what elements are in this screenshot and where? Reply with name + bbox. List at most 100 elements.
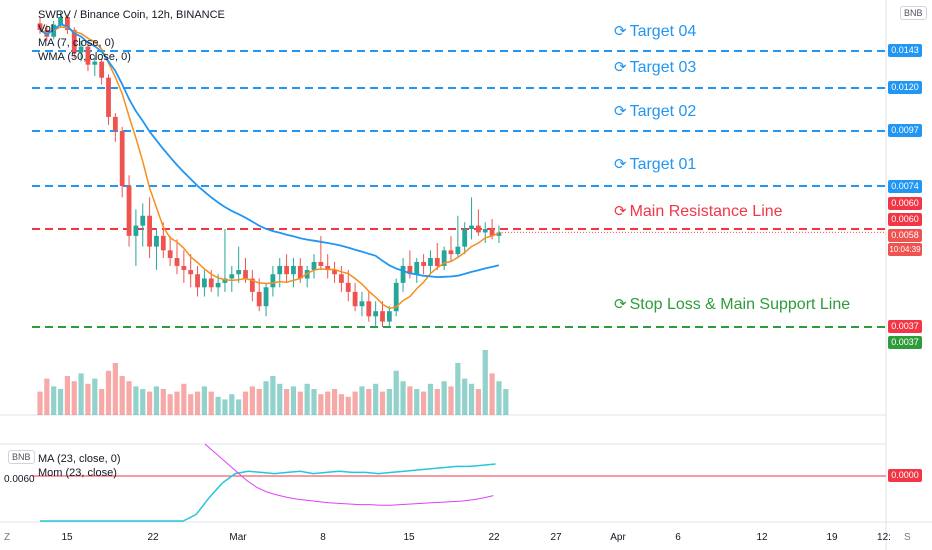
volume-bar — [181, 383, 187, 415]
refresh-icon: ⟳ — [614, 23, 627, 40]
volume-bar — [393, 370, 399, 415]
candle-body — [482, 229, 488, 233]
price-tag-t2: 0.0097 — [888, 124, 922, 137]
volume-bar — [242, 391, 249, 415]
annotation-support-text: Stop Loss & Main Support Line — [629, 296, 851, 313]
annotation-target-03-text: Target 03 — [629, 59, 697, 76]
candle-body — [112, 116, 118, 131]
x-tick-label: 15 — [403, 532, 415, 543]
candle-body — [249, 278, 255, 292]
volume-bar — [71, 381, 77, 415]
annotation-target-04: ⟳ Target 04 — [614, 22, 696, 41]
volume-bar — [140, 389, 146, 415]
candle-body — [441, 250, 447, 266]
volume-bar — [482, 350, 488, 415]
candle-body — [407, 265, 413, 275]
price-tag-t3: 0.0120 — [888, 81, 922, 94]
candle-body — [195, 274, 200, 288]
scale-toggle[interactable]: S — [904, 532, 911, 543]
volume-bar — [229, 394, 235, 415]
candle-body — [37, 23, 43, 30]
annotation-target-03: ⟳ Target 03 — [614, 58, 696, 77]
volume-bar — [448, 386, 454, 415]
volume-bar — [188, 394, 194, 415]
lower-legend-ma: MA (23, close, 0) — [38, 453, 121, 465]
candle-body — [154, 235, 159, 247]
wma50-line — [39, 23, 500, 279]
x-tick-label: Mar — [229, 532, 247, 543]
volume-bar — [331, 389, 338, 415]
lower-legend-mom: Mom (23, close) — [38, 467, 117, 479]
volume-bar — [57, 389, 64, 415]
refresh-icon: ⟳ — [614, 296, 627, 313]
candle-body — [263, 287, 269, 307]
price-tag-s2: 0.0037 — [888, 336, 922, 349]
volume-bar — [284, 389, 290, 415]
annotation-target-04-text: Target 04 — [629, 23, 697, 40]
x-tick-label: 22 — [488, 532, 500, 543]
volume-bar — [208, 391, 214, 415]
candle-body — [167, 250, 173, 259]
volume-bar — [78, 373, 84, 415]
volume-bar — [126, 381, 132, 415]
refresh-icon: ⟳ — [614, 156, 627, 173]
candle-body — [256, 291, 262, 307]
volume-bar — [386, 389, 392, 415]
legend-ma: MA (7, close, 0) — [38, 37, 115, 49]
candle-body — [352, 291, 358, 307]
candle-body — [188, 270, 194, 275]
lower-left-value: 0.0060 — [4, 474, 35, 485]
candle-body — [208, 278, 214, 288]
volume-bar — [304, 383, 310, 415]
volume-bar — [496, 381, 502, 415]
annotation-target-01-text: Target 01 — [629, 156, 697, 173]
annotation-support: ⟳ Stop Loss & Main Support Line — [614, 295, 850, 314]
volume-bar — [462, 378, 468, 415]
volume-bar — [64, 376, 70, 415]
price-tag-s1: 0.0037 — [888, 320, 922, 333]
legend-vol: Vol — [38, 23, 54, 35]
refresh-icon: ⟳ — [614, 103, 627, 120]
candle-body — [71, 29, 77, 53]
volume-bar — [407, 386, 413, 415]
candle-body — [181, 265, 187, 271]
candle-body — [373, 311, 379, 317]
volume-bar — [99, 389, 105, 415]
candle-body — [85, 46, 91, 65]
zoom-toggle[interactable]: Z — [4, 532, 11, 543]
volume-bar — [37, 391, 43, 415]
legend: SWRV / Binance Coin, 12h, BINANCE Vol MA… — [38, 8, 225, 64]
volume-bar — [503, 389, 509, 415]
volume-bar — [379, 391, 386, 415]
candle-body — [400, 265, 406, 283]
volume-bar — [373, 383, 379, 415]
legend-wma: WMA (50, close, 0) — [38, 51, 131, 63]
volume-bar — [414, 389, 420, 415]
currency-badge[interactable]: BNB — [900, 6, 927, 20]
ma7-line — [39, 26, 500, 310]
volume-bar — [359, 386, 365, 415]
candle-body — [380, 311, 385, 322]
legend-symbol: SWRV / Binance Coin, 12h, BINANCE — [38, 9, 225, 21]
price-tag-p1: 0.0060 — [888, 197, 922, 210]
candle-body — [489, 229, 495, 236]
candle-body — [496, 232, 502, 236]
candle-body — [174, 258, 180, 266]
candle-body — [462, 229, 468, 247]
volume-bar — [147, 391, 153, 415]
candle-body — [366, 301, 372, 317]
candle-body — [243, 270, 248, 279]
volume-bar — [311, 389, 317, 415]
candle-body — [414, 261, 420, 275]
lower-legend: MA (23, close, 0) Mom (23, close) — [38, 452, 121, 480]
candle-body — [311, 261, 317, 271]
candle-body — [58, 17, 63, 25]
candle-body — [126, 186, 132, 236]
lower-currency-badge[interactable]: BNB — [8, 450, 35, 464]
price-tag-lower: 0.0000 — [888, 469, 922, 482]
volume-bar — [174, 391, 180, 415]
volume-bar — [427, 383, 434, 415]
volume-bar — [475, 389, 481, 415]
volume-bar — [194, 391, 201, 415]
candle-body — [140, 215, 146, 226]
